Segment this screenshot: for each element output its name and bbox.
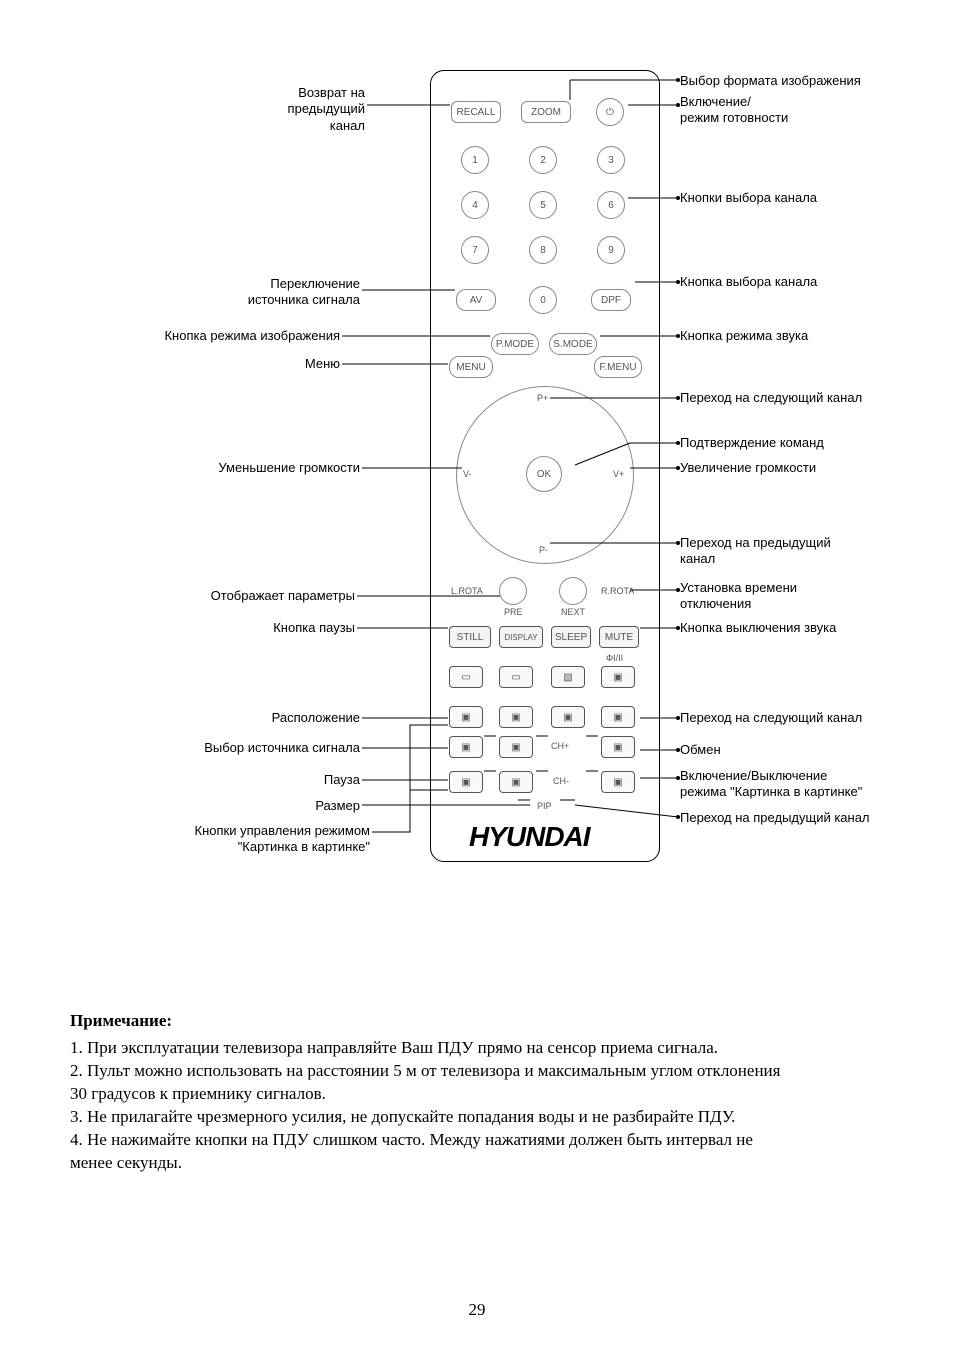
iconrow3-1[interactable]: ▣ xyxy=(449,736,483,758)
digit-8[interactable]: 8 xyxy=(529,236,557,264)
label-zoom: Выбор формата изображения xyxy=(680,73,861,89)
zoom-button[interactable]: ZOOM xyxy=(521,101,571,123)
label-display: Отображает параметры xyxy=(155,588,355,604)
page-number: 29 xyxy=(0,1300,954,1320)
iconrow1-2[interactable]: ▭ xyxy=(499,666,533,688)
digit-5[interactable]: 5 xyxy=(529,191,557,219)
digit-0[interactable]: 0 xyxy=(529,286,557,314)
iconrow4-1[interactable]: ▣ xyxy=(449,771,483,793)
label-size: Размер xyxy=(280,798,360,814)
pre-label: PRE xyxy=(504,607,523,617)
digit-7[interactable]: 7 xyxy=(461,236,489,264)
sleep-button[interactable]: SLEEP xyxy=(551,626,591,648)
pmode-button[interactable]: P.MODE xyxy=(491,333,539,355)
pplus-label[interactable]: P+ xyxy=(537,393,548,403)
menu-button[interactable]: MENU xyxy=(449,356,493,378)
vminus-label[interactable]: V- xyxy=(463,469,472,479)
mute-button[interactable]: MUTE xyxy=(599,626,639,648)
label-menu: Меню xyxy=(270,356,340,372)
label-smode: Кнопка режима звука xyxy=(680,328,808,344)
label-dpf: Кнопка выбора канала xyxy=(680,274,817,290)
label-swap: Обмен xyxy=(680,742,721,758)
digit-1[interactable]: 1 xyxy=(461,146,489,174)
note-2a: 2. Пульт можно использовать на расстояни… xyxy=(70,1060,884,1083)
label-vplus: Увеличение громкости xyxy=(680,460,816,476)
iconrow1-1[interactable]: ▭ xyxy=(449,666,483,688)
label-chminus: Переход на предыдущий канал xyxy=(680,810,870,826)
label-digits: Кнопки выбора канала xyxy=(680,190,817,206)
rrota-label: R.ROTA xyxy=(601,586,634,596)
label-still: Кнопка паузы xyxy=(215,620,355,636)
label-ok: Подтверждение команд xyxy=(680,435,824,451)
digit-6[interactable]: 6 xyxy=(597,191,625,219)
note-4a: 4. Не нажимайте кнопки на ПДУ слишком ча… xyxy=(70,1129,884,1152)
brand-logo: HYUNDAI xyxy=(469,821,590,853)
iconrow1-4[interactable]: ▣ xyxy=(601,666,635,688)
note-1: 1. При эксплуатации телевизора направляй… xyxy=(70,1037,884,1060)
label-mute: Кнопка выключения звука xyxy=(680,620,836,636)
next-button[interactable] xyxy=(559,577,587,605)
vplus-label[interactable]: V+ xyxy=(613,469,624,479)
iconrow1-3[interactable]: ▧ xyxy=(551,666,585,688)
remote-body: RECALL ZOOM ⏻ 1 2 3 4 5 6 7 8 9 AV 0 DPF… xyxy=(430,70,660,862)
label-pminus: Переход на предыдущий канал xyxy=(680,535,831,568)
iconrow2-1[interactable]: ▣ xyxy=(449,706,483,728)
label-power: Включение/ режим готовности xyxy=(680,94,788,127)
note-2b: 30 градусов к приемнику сигналов. xyxy=(70,1083,884,1106)
iconrow4-4[interactable]: ▣ xyxy=(601,771,635,793)
iconrow3-2[interactable]: ▣ xyxy=(499,736,533,758)
digit-2[interactable]: 2 xyxy=(529,146,557,174)
pminus-label[interactable]: P- xyxy=(539,545,548,555)
notes-heading: Примечание: xyxy=(70,1010,884,1033)
note-4b: менее секунды. xyxy=(70,1152,884,1175)
av-button[interactable]: AV xyxy=(456,289,496,311)
chminus-label[interactable]: CH- xyxy=(553,776,569,786)
digit-9[interactable]: 9 xyxy=(597,236,625,264)
label-chplus: Переход на следующий канал xyxy=(680,710,862,726)
display-button[interactable]: DISPLAY xyxy=(499,626,543,648)
pre-button[interactable] xyxy=(499,577,527,605)
fmenu-button[interactable]: F.MENU xyxy=(594,356,642,378)
digit-3[interactable]: 3 xyxy=(597,146,625,174)
next-label: NEXT xyxy=(561,607,585,617)
power-button[interactable]: ⏻ xyxy=(596,98,624,126)
digit-4[interactable]: 4 xyxy=(461,191,489,219)
ok-button[interactable]: OK xyxy=(526,456,562,492)
label-pos: Расположение xyxy=(230,710,360,726)
note-3: 3. Не прилагайте чрезмерного усилия, не … xyxy=(70,1106,884,1129)
chplus-label[interactable]: CH+ xyxy=(551,741,569,751)
iconrow4-2[interactable]: ▣ xyxy=(499,771,533,793)
label-recall: Возврат на предыдущий канал xyxy=(245,85,365,134)
dpf-button[interactable]: DPF xyxy=(591,289,631,311)
phi-label: ΦI/II xyxy=(606,653,623,663)
label-pmode: Кнопка режима изображения xyxy=(90,328,340,344)
notes-block: Примечание: 1. При эксплуатации телевизо… xyxy=(70,1010,884,1175)
lrota-label: L.ROTA xyxy=(451,586,483,596)
label-pplus: Переход на следующий канал xyxy=(680,390,862,406)
recall-button[interactable]: RECALL xyxy=(451,101,501,123)
iconrow2-2[interactable]: ▣ xyxy=(499,706,533,728)
iconrow3-4[interactable]: ▣ xyxy=(601,736,635,758)
smode-button[interactable]: S.MODE xyxy=(549,333,597,355)
iconrow2-4[interactable]: ▣ xyxy=(601,706,635,728)
label-pause: Пауза xyxy=(280,772,360,788)
label-av: Переключение источника сигнала xyxy=(180,276,360,309)
label-vminus: Уменьшение громкости xyxy=(160,460,360,476)
pip-label: PIP xyxy=(537,801,552,811)
label-rrota: Установка времени отключения xyxy=(680,580,797,613)
still-button[interactable]: STILL xyxy=(449,626,491,648)
iconrow2-3[interactable]: ▣ xyxy=(551,706,585,728)
label-onoff: Включение/Выключение режима "Картинка в … xyxy=(680,768,862,801)
remote-diagram: RECALL ZOOM ⏻ 1 2 3 4 5 6 7 8 9 AV 0 DPF… xyxy=(70,60,884,960)
label-pipgroup: Кнопки управления режимом "Картинка в ка… xyxy=(100,823,370,856)
label-src: Выбор источника сигнала xyxy=(145,740,360,756)
